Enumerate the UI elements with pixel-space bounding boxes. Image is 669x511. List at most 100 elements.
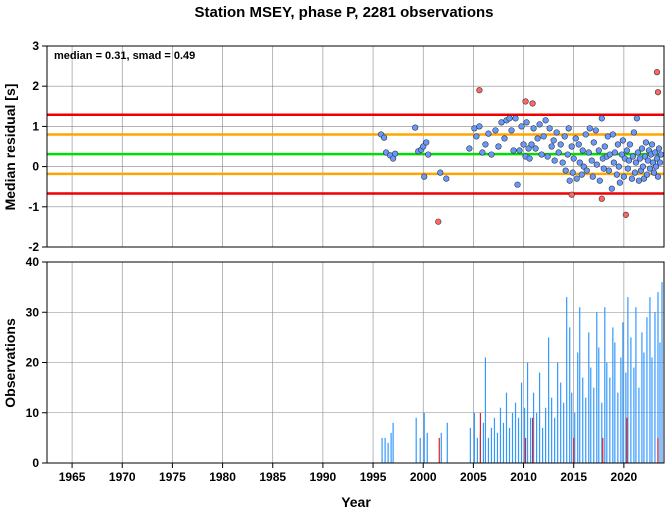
residual-point	[492, 127, 499, 134]
residual-points	[377, 69, 665, 225]
residual-point	[510, 147, 517, 154]
residual-point	[564, 151, 571, 158]
residual-point	[639, 163, 647, 170]
x-tick-label: 2005	[460, 470, 487, 484]
residual-point	[642, 139, 650, 146]
residual-point	[593, 161, 600, 168]
residual-point	[656, 159, 664, 166]
residual-point	[651, 149, 659, 156]
residual-panel: -2 -1 0 1 2 3 median = 0.31, smad = 0.49 Medi…	[2, 39, 665, 254]
residual-point	[485, 130, 492, 137]
x-tick-label: 2020	[611, 470, 638, 484]
residual-point	[495, 143, 502, 150]
residual-point	[633, 115, 641, 122]
residual-point	[548, 143, 555, 150]
residual-point	[523, 119, 530, 126]
residual-point	[476, 123, 483, 130]
x-axis-label: Year	[341, 494, 371, 510]
residual-point	[530, 125, 537, 132]
residual-point	[540, 133, 547, 140]
observations-y-label: Observations	[2, 318, 18, 408]
x-tick-label: 1970	[109, 470, 136, 484]
residual-point	[562, 167, 569, 174]
residual-point	[425, 151, 432, 158]
residual-y-ticks: -2 -1 0 1 2 3	[28, 39, 47, 254]
residual-plot-border	[46, 45, 665, 248]
outlier-point	[476, 87, 483, 94]
x-tick-label: 1965	[59, 470, 86, 484]
residual-point	[482, 141, 489, 148]
residual-point	[643, 171, 651, 178]
residual-point	[575, 141, 582, 148]
residual-point	[589, 173, 596, 180]
residual-point	[380, 134, 388, 141]
residual-point	[550, 137, 557, 144]
residual-point	[586, 125, 593, 132]
outlier-point	[598, 195, 605, 202]
residual-point	[538, 151, 545, 158]
residual-point	[620, 173, 627, 180]
outlier-point	[522, 98, 529, 105]
residual-point	[437, 169, 444, 176]
chart-title: Station MSEY, phase P, 2281 observations	[194, 4, 493, 21]
residual-point	[623, 147, 630, 154]
residual-point	[601, 143, 608, 150]
x-tick-label: 1985	[259, 470, 286, 484]
x-tick-label: 1975	[159, 470, 186, 484]
x-tick-label: 2010	[510, 470, 537, 484]
residual-point	[569, 169, 576, 176]
residual-point	[628, 175, 635, 182]
x-tick-label: 1990	[310, 470, 337, 484]
residual-point	[561, 133, 568, 140]
residual-point	[626, 141, 633, 148]
residual-point	[551, 157, 558, 164]
residual-point	[466, 145, 473, 152]
residual-point	[514, 181, 521, 188]
residual-point	[578, 171, 585, 178]
residual-point	[544, 153, 551, 160]
residual-point	[526, 155, 533, 162]
residual-point	[570, 155, 577, 162]
residual-point	[582, 131, 589, 138]
residual-point	[595, 147, 602, 154]
residual-point	[473, 133, 480, 140]
residual-point	[619, 137, 626, 144]
residual-point	[528, 141, 535, 148]
residual-point	[443, 175, 450, 182]
outlier-point	[435, 218, 442, 225]
residual-y-label: Median residual [s]	[2, 84, 18, 211]
residual-point	[421, 173, 428, 180]
outlier-point	[568, 191, 575, 198]
residual-point	[542, 117, 549, 124]
residual-point	[590, 139, 597, 146]
outlier-point	[653, 69, 661, 76]
residual-point	[646, 165, 654, 172]
residual-point	[534, 135, 541, 142]
residual-point	[557, 141, 564, 148]
residual-y-tick-label: 1	[32, 119, 39, 133]
residual-point	[632, 159, 640, 166]
residual-point	[553, 129, 560, 136]
residual-point	[585, 149, 592, 156]
x-tick-label: 2015	[560, 470, 587, 484]
residual-point	[506, 115, 513, 122]
residual-point	[532, 145, 539, 152]
residual-y-tick-label: 2	[32, 79, 39, 93]
residual-point	[576, 159, 583, 166]
residual-point	[630, 129, 638, 136]
residual-point	[652, 163, 660, 170]
residual-y-tick-label: -1	[28, 200, 39, 214]
residual-point	[579, 147, 586, 154]
residual-point	[596, 177, 603, 184]
residual-point	[508, 127, 515, 134]
residual-point	[573, 175, 580, 182]
observations-y-tick-label: 40	[26, 255, 40, 269]
residual-point	[536, 121, 543, 128]
residual-point	[614, 141, 621, 148]
residual-y-tick-label: 0	[32, 160, 39, 174]
year-x-ticks: 1965 1970 1975 1980 1985 1990 1995 2000 2005 2010…	[59, 463, 638, 484]
observations-panel: 0 10 20 30 40 1965 1970 1975 1980 1985 1990 1995 20…	[2, 255, 665, 510]
residual-y-tick-label: -2	[28, 240, 39, 254]
residual-point	[512, 115, 519, 122]
residual-point	[559, 159, 566, 166]
